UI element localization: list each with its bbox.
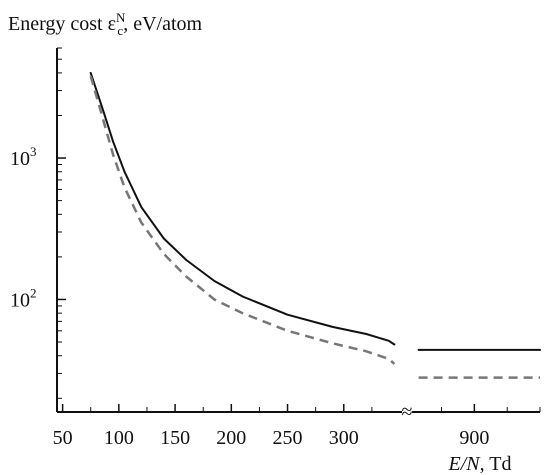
x-tick-label-300: 300 [329,427,359,449]
y-tick-label-1000: 103 [10,144,37,170]
y-tick-label-100: 102 [10,285,37,311]
y-axis-title: Energy cost εN c, eV/atom [8,10,202,38]
x-tick-label-900: 900 [459,427,489,449]
series-solid-line-left [89,71,396,346]
x-axis-title: E/N, Td [448,453,512,475]
x-tick-label-150: 150 [160,427,190,449]
x-tick-label-100: 100 [104,427,134,449]
series-dashed-line-left [89,75,396,365]
x-tick-label-250: 250 [273,427,303,449]
x-tick-label-50: 50 [53,427,73,449]
axis-break-marker: ≈ [402,401,413,423]
x-tick-label-200: 200 [216,427,246,449]
